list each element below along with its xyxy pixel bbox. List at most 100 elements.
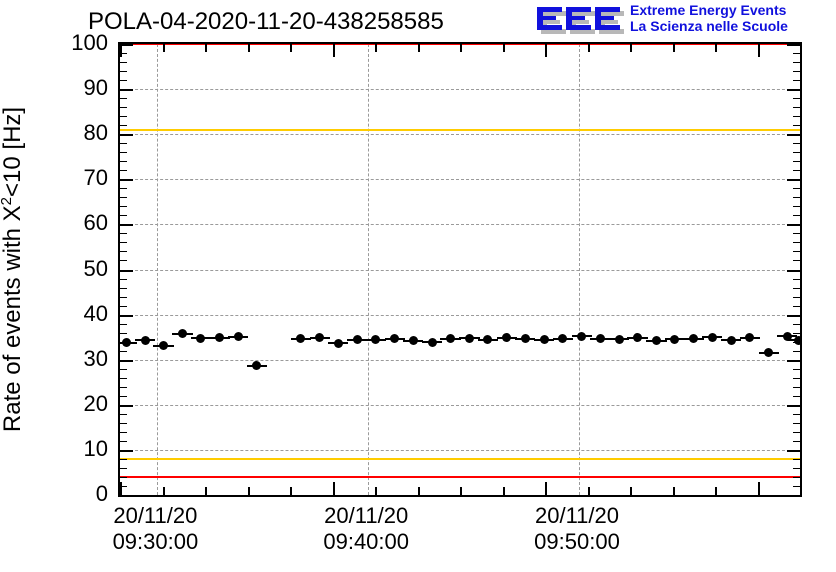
x-axis-tick: [247, 487, 250, 495]
y-axis-tick-major-right: [787, 359, 800, 362]
y-axis-tick-minor: [120, 197, 127, 199]
data-point[interactable]: [707, 332, 717, 342]
data-point[interactable]: [670, 334, 680, 344]
y-axis-tick-major-right: [787, 404, 800, 407]
y-axis-title: Rate of events with X2<10 [Hz]: [0, 42, 26, 497]
data-point[interactable]: [333, 338, 343, 348]
y-axis-title-pre: Rate of events with X: [0, 205, 26, 433]
x-axis-tick-top: [545, 44, 547, 57]
x-axis-tick: [417, 487, 420, 495]
x-axis-tick: [630, 487, 632, 495]
x-axis-tick-label-time: 09:50:00: [534, 529, 620, 554]
x-axis-tick-top: [672, 44, 675, 52]
y-axis-tick-minor: [120, 395, 127, 397]
data-point[interactable]: [745, 333, 755, 343]
x-axis-tick-top: [630, 44, 632, 52]
y-axis-tick-minor-right: [793, 71, 800, 73]
data-point[interactable]: [427, 337, 437, 347]
x-axis-tick-top: [587, 44, 590, 52]
x-axis-tick-top: [417, 44, 420, 52]
y-axis-tick-major-right: [787, 224, 800, 227]
data-point[interactable]: [632, 333, 642, 343]
data-point[interactable]: [764, 348, 774, 358]
data-point[interactable]: [539, 335, 549, 345]
y-axis-tick-major: [120, 269, 133, 272]
x-axis-tick: [800, 487, 802, 495]
y-axis-tick-minor-right: [793, 125, 800, 127]
y-axis-tick-minor-right: [793, 431, 800, 433]
y-axis-tick-minor-right: [793, 107, 800, 109]
y-axis-tick-minor-right: [793, 323, 800, 325]
gridline-vertical: [368, 44, 370, 495]
y-axis-tick-minor-right: [793, 251, 800, 253]
gridline-horizontal: [120, 89, 800, 91]
x-axis-tick: [332, 482, 335, 495]
y-axis-tick-minor-right: [793, 170, 800, 172]
data-point[interactable]: [577, 331, 587, 341]
data-point[interactable]: [502, 333, 512, 343]
data-point[interactable]: [726, 335, 736, 345]
data-point[interactable]: [483, 335, 493, 345]
data-point[interactable]: [595, 334, 605, 344]
y-axis-tick-label: 0: [95, 481, 108, 506]
y-axis-tick-major: [120, 314, 133, 317]
x-axis-tick-label: 20/11/20 09:40:00: [276, 503, 456, 555]
x-axis-tick: [545, 482, 547, 495]
y-axis-tick-major: [120, 495, 133, 497]
data-point[interactable]: [159, 341, 169, 351]
y-axis-tick-minor: [120, 233, 127, 235]
y-axis-tick-minor: [120, 305, 127, 307]
y-axis-tick-minor: [120, 152, 127, 154]
data-point[interactable]: [233, 332, 243, 342]
y-axis-tick-minor: [120, 170, 127, 172]
y-axis-tick-minor-right: [793, 152, 800, 154]
data-point[interactable]: [445, 334, 455, 344]
data-point[interactable]: [140, 335, 150, 345]
data-point[interactable]: [793, 335, 800, 345]
data-point[interactable]: [782, 331, 792, 341]
data-point[interactable]: [196, 333, 206, 343]
data-point[interactable]: [390, 334, 400, 344]
threshold-line-lower-alarm: [120, 475, 800, 478]
y-axis-tick-major-right: [787, 179, 800, 182]
data-point[interactable]: [465, 333, 475, 343]
y-axis-tick-label: 10: [83, 435, 108, 461]
x-axis-tick-top: [757, 44, 760, 57]
data-point[interactable]: [652, 336, 662, 346]
x-axis-tick: [120, 482, 122, 495]
y-axis-tick-minor-right: [793, 467, 800, 469]
data-point[interactable]: [252, 361, 262, 371]
y-axis-tick-minor-right: [793, 485, 800, 487]
data-point[interactable]: [178, 329, 188, 339]
x-axis-tick-top: [502, 44, 505, 52]
y-axis-tick-label: 20: [83, 390, 108, 416]
data-point[interactable]: [614, 334, 624, 344]
y-axis-tick-minor-right: [793, 377, 800, 379]
data-point[interactable]: [558, 334, 568, 344]
data-point[interactable]: [352, 335, 362, 345]
data-point[interactable]: [296, 334, 306, 344]
y-axis-tick-minor: [120, 62, 127, 64]
x-axis-tick-top: [247, 44, 250, 52]
y-axis-tick-minor: [120, 413, 127, 415]
y-axis-tick-major-right: [787, 495, 800, 497]
x-axis-tick-label: 20/11/20 09:50:00: [487, 503, 667, 555]
data-point[interactable]: [371, 335, 381, 345]
x-axis-tick-label: 20/11/20 09:30:00: [65, 503, 245, 555]
data-point[interactable]: [520, 334, 530, 344]
y-axis-tick-major: [120, 89, 133, 92]
data-point[interactable]: [689, 334, 699, 344]
eee-logo-mark: [537, 7, 624, 34]
y-axis-tick-minor-right: [793, 287, 800, 289]
data-point[interactable]: [215, 333, 225, 343]
x-axis-tick-label-time: 09:40:00: [323, 529, 409, 554]
gridline-horizontal: [120, 224, 800, 226]
x-axis-tick-top: [120, 44, 122, 57]
y-axis-tick-major-right: [787, 269, 800, 272]
data-point[interactable]: [408, 336, 418, 346]
y-axis-tick-major: [120, 224, 133, 227]
y-axis-tick-major: [120, 44, 133, 46]
data-point[interactable]: [315, 333, 325, 343]
y-axis-tick-minor: [120, 377, 127, 379]
